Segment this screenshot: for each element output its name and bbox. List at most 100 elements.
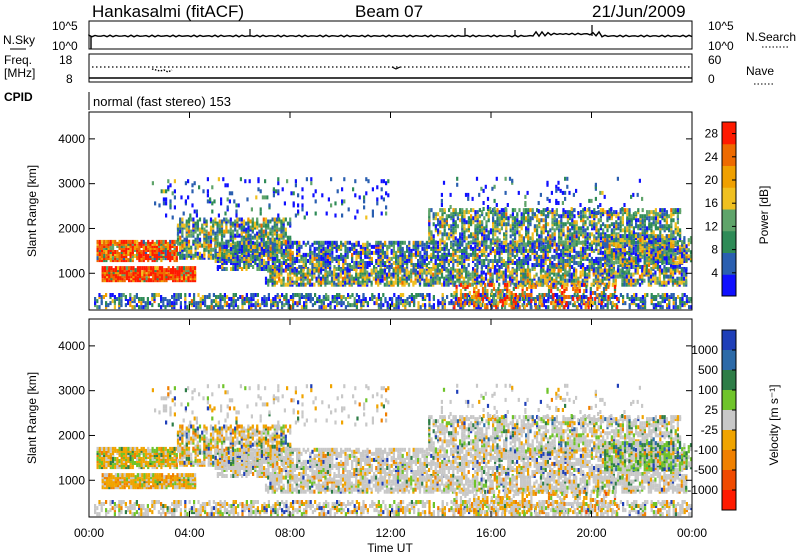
heatmap-cell — [228, 253, 230, 257]
heatmap-cell — [274, 243, 276, 247]
heatmap-cell — [408, 247, 410, 251]
heatmap-cell — [554, 232, 556, 236]
heatmap-cell — [587, 216, 589, 220]
heatmap-cell — [477, 236, 479, 240]
heatmap-cell — [294, 257, 296, 261]
heatmap-cell — [593, 222, 595, 226]
heatmap-cell — [516, 212, 518, 216]
heatmap-cell — [309, 279, 311, 283]
heatmap-cell — [327, 263, 329, 267]
heatmap-cell — [527, 261, 529, 265]
heatmap-cell — [514, 216, 516, 220]
heatmap-cell — [244, 301, 246, 305]
heatmap-cell — [498, 247, 500, 251]
heatmap-cell — [179, 266, 181, 270]
heatmap-cell — [439, 269, 441, 273]
heatmap-cell — [278, 228, 280, 232]
heatmap-cell — [117, 266, 119, 270]
heatmap-cell — [210, 248, 212, 252]
heatmap-cell — [587, 240, 589, 244]
heatmap-cell — [490, 228, 492, 232]
heatmap-cell — [267, 279, 269, 283]
heatmap-cell — [223, 267, 225, 271]
heatmap-cell — [397, 247, 399, 251]
heatmap-cell — [105, 244, 107, 248]
heatmap-cell — [514, 224, 516, 228]
heatmap-cell — [226, 295, 228, 299]
heatmap-cell — [338, 245, 340, 249]
heatmap-cell — [140, 301, 142, 305]
heatmap-cell — [110, 272, 112, 276]
heatmap-cell — [512, 253, 514, 257]
heatmap-cell — [615, 232, 617, 236]
heatmap-cell — [217, 265, 219, 269]
heatmap-cell — [219, 228, 221, 232]
heatmap-cell — [318, 251, 320, 255]
heatmap-cell — [364, 243, 366, 247]
heatmap-cell — [450, 242, 452, 246]
heatmap-cell — [193, 301, 195, 305]
heatmap-cell — [230, 218, 232, 222]
heatmap-cell — [324, 273, 326, 277]
heatmap-cell — [413, 263, 415, 267]
heatmap-cell — [558, 253, 560, 257]
heatmap-cell — [329, 271, 331, 275]
heatmap-cell — [377, 251, 379, 255]
heatmap-cell — [498, 283, 500, 287]
heatmap-cell — [360, 245, 362, 249]
heatmap-cell — [210, 232, 212, 236]
heatmap-cell — [653, 210, 655, 214]
heatmap-cell — [174, 274, 176, 278]
heatmap-cell — [547, 269, 549, 273]
heatmap-cell — [320, 263, 322, 267]
heatmap-cell — [507, 222, 509, 226]
heatmap-cell — [560, 236, 562, 240]
heatmap-cell — [580, 275, 582, 279]
heatmap-cell — [576, 230, 578, 234]
heatmap-cell — [419, 251, 421, 255]
heatmap-cell — [608, 273, 610, 277]
heatmap-cell — [234, 259, 236, 263]
heatmap-cell — [217, 234, 219, 238]
heatmap-cell — [219, 293, 221, 297]
heatmap-cell — [204, 303, 206, 307]
heatmap-cell — [322, 261, 324, 265]
heatmap-cell — [393, 245, 395, 249]
heatmap-cell — [212, 230, 214, 234]
heatmap-cell — [644, 218, 646, 222]
heatmap-cell — [226, 301, 228, 305]
heatmap-cell — [201, 230, 203, 234]
heatmap-cell — [415, 273, 417, 277]
heatmap-cell — [589, 259, 591, 263]
heatmap-cell — [560, 269, 562, 273]
heatmap-cell — [105, 293, 107, 297]
heatmap-cell — [474, 249, 476, 253]
heatmap-cell — [300, 269, 302, 273]
heatmap-cell — [650, 228, 652, 232]
heatmap-cell — [615, 220, 617, 224]
heatmap-cell — [151, 303, 153, 307]
heatmap-cell — [211, 299, 213, 303]
heatmap-cell — [665, 281, 667, 285]
heatmap-cell — [439, 208, 441, 212]
heatmap-cell — [529, 241, 531, 245]
heatmap-cell — [276, 265, 278, 269]
heatmap-cell — [444, 232, 446, 236]
heatmap-cell — [382, 255, 384, 259]
heatmap-cell — [600, 208, 602, 212]
heatmap-cell — [134, 240, 136, 244]
heatmap-cell — [553, 273, 555, 277]
heatmap-cell — [217, 242, 219, 246]
heatmap-cell — [179, 236, 181, 240]
nsky-tick-bottom: 10^0 — [52, 39, 78, 53]
heatmap-cell — [235, 293, 237, 297]
freq-panel: Freq. [MHz] 18 8 60 0 Nave — [4, 53, 774, 86]
heatmap-cell — [353, 277, 355, 281]
heatmap-cell — [485, 265, 487, 269]
heatmap-cell — [181, 240, 183, 244]
heatmap-cell — [401, 275, 403, 279]
heatmap-cell — [448, 236, 450, 240]
heatmap-cell — [134, 305, 136, 309]
heatmap-cell — [203, 218, 205, 222]
heatmap-cell — [483, 226, 485, 230]
